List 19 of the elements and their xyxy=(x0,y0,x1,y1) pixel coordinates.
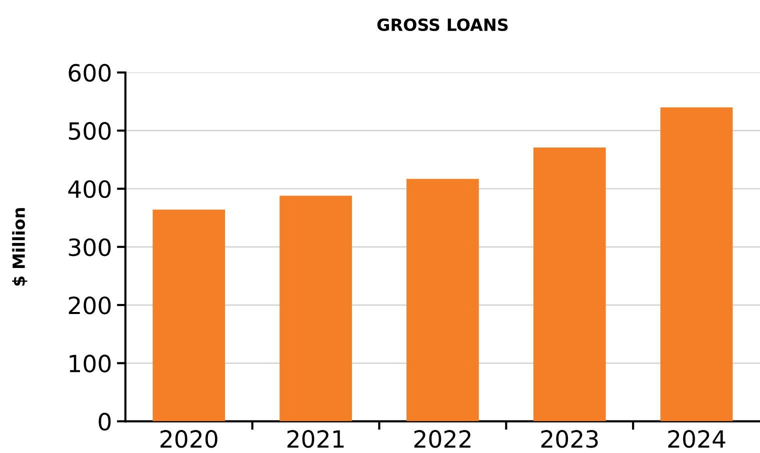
y-tick-label: 500 xyxy=(68,122,111,140)
bar xyxy=(280,196,352,422)
x-tick-label: 2023 xyxy=(541,430,598,448)
bar xyxy=(533,147,606,422)
y-tick-label: 0 xyxy=(98,412,111,431)
y-tick-label: 300 xyxy=(68,238,111,256)
x-tick-label: 2022 xyxy=(414,430,470,448)
bar xyxy=(406,178,479,422)
y-tick-label: 400 xyxy=(68,180,111,198)
x-tick-label: 2020 xyxy=(160,430,218,448)
y-axis-title: $ Million xyxy=(12,208,28,286)
x-tick-label: 2024 xyxy=(668,430,726,448)
y-tick-label: 200 xyxy=(68,296,111,314)
y-tick-label: 100 xyxy=(70,354,111,372)
bar xyxy=(152,210,226,422)
y-tick-label: 600 xyxy=(68,64,111,82)
chart-title: GROSS LOANS xyxy=(377,18,508,32)
bar xyxy=(660,107,733,422)
x-tick-label: 2021 xyxy=(287,430,344,448)
